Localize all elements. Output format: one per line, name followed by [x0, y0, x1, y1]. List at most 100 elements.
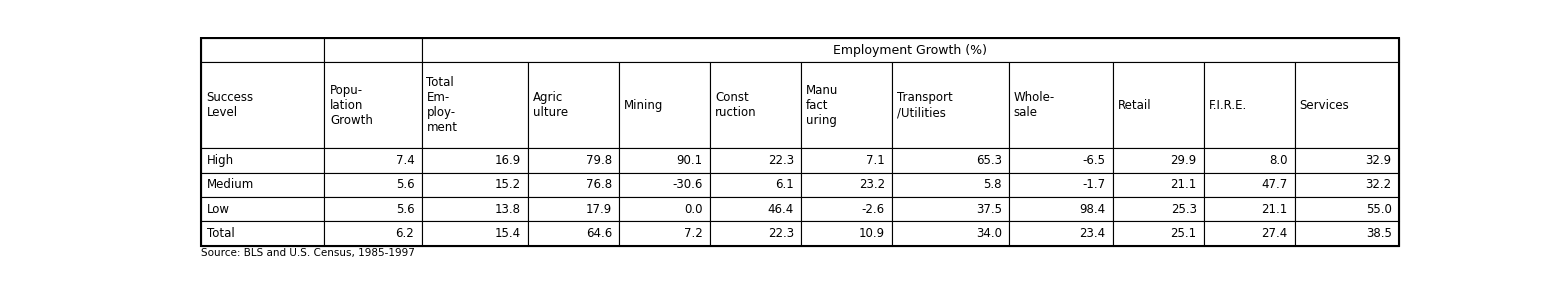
Text: 16.9: 16.9 — [495, 154, 522, 167]
Bar — [1204, 62, 1295, 148]
Bar — [800, 62, 892, 148]
Bar — [528, 221, 620, 246]
Bar — [324, 148, 422, 172]
Bar — [710, 148, 800, 172]
Bar — [201, 221, 324, 246]
Text: 5.6: 5.6 — [395, 203, 414, 216]
Bar — [620, 197, 710, 221]
Text: 5.8: 5.8 — [984, 178, 1001, 191]
Text: 32.9: 32.9 — [1365, 154, 1392, 167]
Bar — [528, 62, 620, 148]
Bar — [620, 221, 710, 246]
Text: Employment Growth (%): Employment Growth (%) — [833, 44, 987, 57]
Bar — [422, 62, 528, 148]
Text: 5.6: 5.6 — [395, 178, 414, 191]
Bar — [800, 221, 892, 246]
Text: -2.6: -2.6 — [861, 203, 884, 216]
Text: 65.3: 65.3 — [976, 154, 1001, 167]
Text: 76.8: 76.8 — [585, 178, 612, 191]
Bar — [422, 148, 528, 172]
Text: Retail: Retail — [1118, 99, 1152, 111]
Text: 13.8: 13.8 — [495, 203, 522, 216]
Text: -1.7: -1.7 — [1082, 178, 1105, 191]
Bar — [892, 62, 1009, 148]
Bar — [1009, 197, 1113, 221]
Bar — [1204, 221, 1295, 246]
Text: -30.6: -30.6 — [673, 178, 702, 191]
Bar — [1295, 62, 1398, 148]
Bar — [1113, 221, 1204, 246]
Text: Services: Services — [1300, 99, 1350, 111]
Text: 7.4: 7.4 — [395, 154, 414, 167]
Bar — [324, 197, 422, 221]
Bar — [892, 172, 1009, 197]
Text: 38.5: 38.5 — [1365, 227, 1392, 240]
Text: 8.0: 8.0 — [1269, 154, 1288, 167]
Text: 29.9: 29.9 — [1171, 154, 1197, 167]
Bar — [422, 38, 1398, 62]
Bar — [710, 172, 800, 197]
Text: Total: Total — [207, 227, 235, 240]
Text: 0.0: 0.0 — [685, 203, 702, 216]
Bar — [800, 197, 892, 221]
Text: 23.2: 23.2 — [858, 178, 884, 191]
Bar — [1113, 62, 1204, 148]
Bar — [1295, 172, 1398, 197]
Text: 27.4: 27.4 — [1261, 227, 1288, 240]
Bar — [1113, 172, 1204, 197]
Bar — [1009, 148, 1113, 172]
Text: 22.3: 22.3 — [768, 227, 794, 240]
Bar — [201, 148, 324, 172]
Bar — [892, 197, 1009, 221]
Bar — [1295, 148, 1398, 172]
Bar — [324, 172, 422, 197]
Text: Popu-
lation
Growth: Popu- lation Growth — [330, 83, 374, 127]
Text: -6.5: -6.5 — [1082, 154, 1105, 167]
Text: 21.1: 21.1 — [1171, 178, 1197, 191]
Text: Success
Level: Success Level — [207, 91, 254, 119]
Text: 98.4: 98.4 — [1079, 203, 1105, 216]
Text: 46.4: 46.4 — [768, 203, 794, 216]
Text: 15.4: 15.4 — [495, 227, 522, 240]
Bar — [201, 197, 324, 221]
Bar — [710, 197, 800, 221]
Text: Transport
/Utilities: Transport /Utilities — [897, 91, 953, 119]
Bar — [1113, 197, 1204, 221]
Text: 17.9: 17.9 — [585, 203, 612, 216]
Bar — [710, 221, 800, 246]
Bar — [201, 62, 324, 148]
Text: Source: BLS and U.S. Census, 1985-1997: Source: BLS and U.S. Census, 1985-1997 — [201, 248, 414, 258]
Text: 34.0: 34.0 — [976, 227, 1001, 240]
Bar — [1295, 197, 1398, 221]
Text: 7.2: 7.2 — [684, 227, 702, 240]
Bar — [422, 221, 528, 246]
Bar — [1204, 148, 1295, 172]
Bar — [528, 148, 620, 172]
Bar — [1009, 221, 1113, 246]
Text: Agric
ulture: Agric ulture — [532, 91, 568, 119]
Bar — [710, 62, 800, 148]
Text: 22.3: 22.3 — [768, 154, 794, 167]
Text: 6.2: 6.2 — [395, 227, 414, 240]
Text: 7.1: 7.1 — [866, 154, 884, 167]
Bar — [800, 172, 892, 197]
Bar — [1204, 197, 1295, 221]
Bar — [1295, 221, 1398, 246]
Bar — [620, 148, 710, 172]
Bar — [201, 172, 324, 197]
Bar — [528, 172, 620, 197]
Bar — [324, 221, 422, 246]
Text: 32.2: 32.2 — [1365, 178, 1392, 191]
Text: 90.1: 90.1 — [677, 154, 702, 167]
Text: 25.1: 25.1 — [1171, 227, 1197, 240]
Text: 37.5: 37.5 — [976, 203, 1001, 216]
Text: 55.0: 55.0 — [1365, 203, 1392, 216]
Text: Total
Em-
ploy-
ment: Total Em- ploy- ment — [427, 76, 458, 134]
Text: 47.7: 47.7 — [1261, 178, 1288, 191]
Text: Const
ruction: Const ruction — [715, 91, 757, 119]
Bar — [422, 197, 528, 221]
Bar — [1009, 62, 1113, 148]
Bar — [324, 62, 422, 148]
Text: 79.8: 79.8 — [585, 154, 612, 167]
Text: 15.2: 15.2 — [495, 178, 522, 191]
